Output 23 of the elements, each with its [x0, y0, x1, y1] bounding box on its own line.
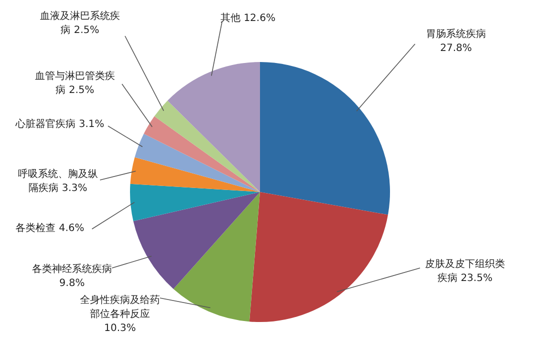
slice-label: 心脏器官疾病 3.1%: [14, 118, 106, 132]
pie-slice: [249, 192, 388, 322]
pie-slice: [168, 62, 260, 192]
slice-label: 其他 12.6%: [220, 12, 276, 26]
data-label: 27.8%: [440, 43, 472, 54]
pie-slice: [133, 192, 260, 289]
pie-slice: [130, 184, 260, 222]
slice-label: 血管与淋巴管类疾病 2.5%: [34, 70, 116, 98]
data-label: 10.3%: [104, 323, 136, 334]
slice-label: 皮肤及皮下组织类疾病 23.5%: [424, 258, 506, 286]
pie-slice: [130, 157, 260, 192]
pie-slice: [154, 100, 260, 192]
slice-label: 各类检查 4.6%: [14, 222, 86, 236]
pie-slice: [260, 62, 390, 215]
slice-label: 血液及淋巴系统疾病 2.5%: [39, 10, 121, 38]
pie-slice: [134, 134, 260, 192]
pie-slice: [173, 192, 260, 322]
slice-label: 呼吸系统、胸及纵隔疾病 3.3%: [17, 168, 99, 196]
pie-slice: [144, 116, 260, 192]
slice-label: 胃肠系统疾病: [426, 29, 486, 40]
slice-label: 各类神经系统疾病: [32, 264, 112, 275]
slice-label: 全身性疾病及给药部位各种反应: [80, 295, 160, 320]
data-label: 9.8%: [59, 278, 85, 289]
